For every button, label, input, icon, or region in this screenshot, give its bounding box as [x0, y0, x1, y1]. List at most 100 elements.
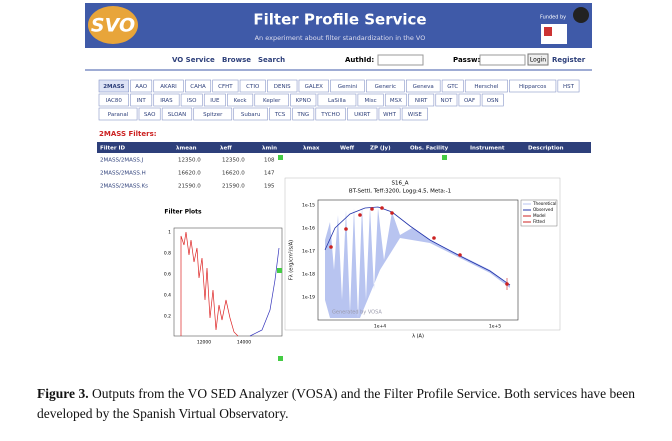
facility-button[interactable] — [98, 93, 129, 107]
facility-button[interactable] — [458, 93, 481, 107]
authid-input[interactable] — [377, 54, 424, 66]
facility-label[interactable]: IAC80 — [106, 98, 123, 104]
facility-button[interactable] — [557, 79, 580, 93]
facility-label[interactable]: HST — [563, 84, 575, 90]
facility-button[interactable] — [212, 79, 239, 93]
facility-label[interactable]: Kepler — [263, 98, 281, 104]
facility-button[interactable] — [408, 93, 435, 107]
filter-link[interactable]: 2MASS/2MASS.H — [100, 171, 146, 177]
facility-label[interactable]: GTC — [447, 84, 458, 90]
facility-label[interactable]: AAO — [135, 84, 148, 90]
facility-button[interactable] — [378, 107, 401, 121]
facility-button[interactable] — [317, 93, 357, 107]
facility-label[interactable]: CAHA — [190, 84, 206, 90]
facility-button[interactable] — [357, 93, 384, 107]
facility-button[interactable] — [292, 107, 315, 121]
facility-label[interactable]: Geneva — [413, 84, 434, 90]
facility-label[interactable]: WHT — [383, 112, 397, 118]
facility-label[interactable]: TCS — [274, 112, 286, 118]
login-button[interactable] — [527, 53, 549, 66]
facility-label[interactable]: Generic — [375, 84, 396, 90]
facility-button[interactable] — [509, 79, 557, 93]
facility-button[interactable] — [315, 107, 346, 121]
filter-link[interactable]: 2MASS/2MASS.Ks — [100, 184, 148, 190]
filter-link[interactable]: 2MASS/2MASS.J — [100, 158, 144, 164]
facility-button[interactable] — [269, 107, 292, 121]
facility-label[interactable]: ISO — [187, 98, 197, 104]
watermark: Generated by VOSA — [332, 310, 382, 316]
facility-label[interactable]: UKIRT — [354, 112, 371, 118]
facility-label[interactable]: Spitzer — [203, 112, 223, 118]
facility-button[interactable] — [330, 79, 365, 93]
x-tick-label: 1e+4 — [374, 324, 386, 330]
facility-label[interactable]: GALEX — [305, 84, 324, 90]
table-cell: 195 — [264, 184, 275, 190]
facility-label[interactable]: AKARI — [160, 84, 177, 90]
facility-label[interactable]: TYCHO — [320, 112, 340, 118]
nav-link[interactable]: Browse — [222, 56, 251, 64]
facility-button[interactable] — [98, 79, 129, 93]
facility-button[interactable] — [184, 79, 212, 93]
facility-button[interactable] — [153, 93, 180, 107]
facility-label[interactable]: CFHT — [218, 84, 233, 90]
facility-button[interactable] — [233, 107, 268, 121]
facility-button[interactable] — [366, 79, 405, 93]
facility-label[interactable]: MSX — [390, 98, 402, 104]
facility-label[interactable]: KPNO — [296, 98, 312, 104]
facility-button[interactable] — [161, 107, 193, 121]
facility-button[interactable] — [193, 107, 233, 121]
sed-point — [458, 253, 462, 257]
facility-button[interactable] — [441, 79, 464, 93]
filters-heading: 2MASS Filters: — [99, 130, 157, 138]
facility-button[interactable] — [203, 93, 226, 107]
facility-button[interactable] — [239, 79, 266, 93]
facility-label[interactable]: LaSilla — [328, 98, 346, 104]
green-marker — [278, 155, 283, 160]
facility-label[interactable]: Hipparcos — [519, 84, 547, 90]
facility-button[interactable] — [406, 79, 441, 93]
facility-label[interactable]: Subaru — [241, 112, 261, 118]
password-input[interactable] — [479, 54, 526, 66]
nav-link[interactable]: Search — [258, 56, 285, 64]
table-cell: 16620.0 — [178, 171, 201, 177]
facility-label[interactable]: TNG — [296, 112, 309, 118]
facility-button[interactable] — [401, 107, 428, 121]
facility-label[interactable]: OSN — [487, 98, 499, 104]
facility-button[interactable] — [347, 107, 378, 121]
facility-button[interactable] — [384, 93, 407, 107]
facility-label[interactable]: OAF — [464, 98, 475, 104]
register-link[interactable]: Register — [552, 56, 586, 64]
facility-label[interactable]: INT — [137, 98, 147, 104]
facility-button[interactable] — [267, 79, 298, 93]
facility-button[interactable] — [464, 79, 508, 93]
facility-button[interactable] — [153, 79, 184, 93]
facility-button[interactable] — [98, 107, 138, 121]
facility-label[interactable]: Misc — [365, 98, 377, 104]
facility-button[interactable] — [138, 107, 161, 121]
facility-label[interactable]: DENIS — [274, 84, 291, 90]
facility-button[interactable] — [435, 93, 458, 107]
facility-label[interactable]: IUE — [210, 98, 220, 104]
facility-label[interactable]: SAO — [144, 112, 156, 118]
facility-button[interactable] — [290, 93, 317, 107]
facility-label[interactable]: SLOAN — [168, 112, 186, 118]
login-label[interactable]: Login — [530, 57, 546, 64]
facility-label[interactable]: Keck — [234, 98, 248, 104]
facility-label[interactable]: CTIO — [246, 84, 260, 90]
facility-button[interactable] — [227, 93, 254, 107]
facility-label[interactable]: IRAS — [160, 98, 173, 104]
facility-label[interactable]: Herschel — [474, 84, 499, 90]
facility-button[interactable] — [130, 79, 153, 93]
nav-link[interactable]: VO Service — [172, 56, 215, 64]
facility-label[interactable]: Paranal — [108, 112, 129, 118]
facility-label[interactable]: NOT — [440, 98, 452, 104]
facility-button[interactable] — [254, 93, 289, 107]
facility-button[interactable] — [180, 93, 203, 107]
facility-button[interactable] — [298, 79, 329, 93]
facility-label[interactable]: 2MASS — [103, 84, 124, 90]
facility-label[interactable]: Gemini — [338, 84, 358, 90]
facility-button[interactable] — [130, 93, 153, 107]
facility-button[interactable] — [481, 93, 504, 107]
facility-label[interactable]: WISE — [408, 112, 423, 118]
facility-label[interactable]: NIRT — [415, 98, 428, 104]
